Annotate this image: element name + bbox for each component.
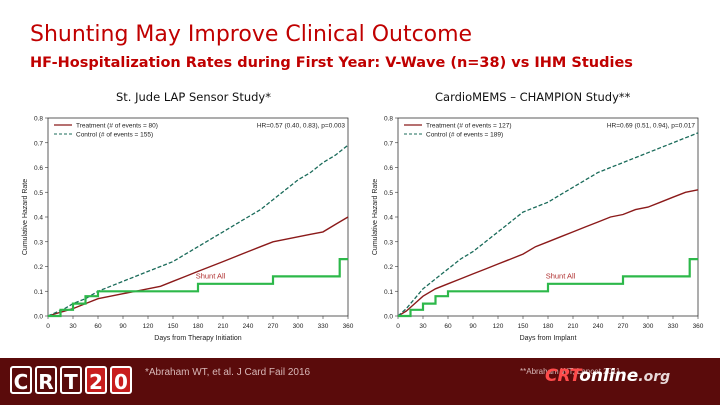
left-legend-control: Control (# of events = 155) [76,132,153,139]
left-ytick-label: 0.6 [34,165,43,172]
right-series-solid [397,189,699,317]
right-ytick-label: 0.8 [384,116,393,123]
left-xtick-label: 210 [218,323,229,330]
right-ytick-label: 0.1 [384,289,393,296]
brand-prefix: CRT [545,366,580,386]
right-xtick-label: 210 [568,323,579,330]
right-xtick-label: 90 [469,323,477,330]
footer-bar: C R T 2 0 *Abraham WT, et al. J Card Fai… [0,358,720,405]
right-chart-title: CardioMEMS – CHAMPION Study** [435,90,631,104]
left-xtick-label: 120 [143,323,154,330]
left-xtick-label: 300 [293,323,304,330]
right-ytick-label: 0.5 [384,190,393,197]
logo-letter-c: C [10,366,32,394]
right-xtick-label: 0 [396,323,400,330]
right-xtick-label: 60 [444,323,452,330]
right-chart: 0 30 60 90 120 150 180 210 240 270 300 330 360 0.0 0.1… [368,106,706,358]
left-series-dashed [47,144,349,317]
slide-title: Shunting May Improve Clinical Outcome [30,22,473,47]
logo-letter-r: R [35,366,57,394]
right-shunt-label: Shunt All [546,271,576,280]
left-ytick-label: 0.1 [34,289,43,296]
left-xtick-label: 150 [168,323,179,330]
right-xtick-label: 30 [419,323,427,330]
left-shunt-label: Shunt All [196,271,226,280]
crtonline-logo: CRTonline.org [545,366,670,386]
right-ytick-label: 0.6 [384,165,393,172]
left-ytick-label: 0.2 [34,264,43,271]
right-ytick-label: 0.7 [384,140,393,147]
right-series-step [398,258,698,318]
right-xtick-label: 120 [493,323,504,330]
left-xtick-label: 180 [193,323,204,330]
left-xtick-label: 330 [318,323,329,330]
brand-tld: .org [638,369,671,385]
right-xtick-label: 330 [668,323,679,330]
left-series-step [48,258,348,318]
left-chart: 0 30 60 90 120 150 180 210 240 270 300 330 360 0.0 0.1… [18,106,356,358]
right-xtick-label: 270 [618,323,629,330]
left-xtick-label: 0 [46,323,50,330]
left-xtick-label: 240 [243,323,254,330]
right-xtick-label: 360 [693,323,704,330]
left-xtick-label: 270 [268,323,279,330]
left-xtick-label: 90 [119,323,127,330]
left-ytick-label: 0.7 [34,140,43,147]
right-ylabel: Cumulative Hazard Rate [372,179,379,255]
crt20-logo: C R T 2 0 [10,366,132,394]
left-xlabel: Days from Therapy Initiation [154,335,242,342]
left-ytick-label: 0.8 [34,116,43,123]
left-hr-annotation: HR=0.57 (0.40, 0.83), p=0.003 [257,123,346,130]
right-hr-annotation: HR=0.69 (0.51, 0.94), p=0.017 [607,123,696,130]
footnote-left: *Abraham WT, et al. J Card Fail 2016 [145,367,311,378]
right-series-dashed [397,132,699,317]
left-legend-treatment: Treatment (# of events = 80) [76,123,158,130]
right-ytick-label: 0.0 [384,314,393,321]
footnote-right: **Abraham WT, Lancet 2011 [520,367,621,376]
right-xtick-label: 150 [518,323,529,330]
left-chart-title: St. Jude LAP Sensor Study* [116,90,271,104]
right-ytick-label: 0.3 [384,239,393,246]
right-ytick-label: 0.2 [384,264,393,271]
left-ytick-label: 0.5 [34,190,43,197]
slide-subtitle: HF-Hospitalization Rates during First Ye… [30,55,633,71]
left-ytick-label: 0.3 [34,239,43,246]
left-xtick-label: 60 [94,323,102,330]
right-xtick-label: 300 [643,323,654,330]
right-xlabel: Days from Implant [520,335,577,342]
logo-digit-2: 2 [85,366,107,394]
left-xtick-label: 30 [69,323,77,330]
left-series-solid [47,216,349,317]
left-ytick-label: 0.0 [34,314,43,321]
logo-letter-t: T [60,366,82,394]
left-ytick-label: 0.4 [34,215,43,222]
right-xtick-label: 180 [543,323,554,330]
right-legend-control: Control (# of events = 189) [426,132,503,139]
left-xtick-label: 360 [343,323,354,330]
logo-digit-0: 0 [110,366,132,394]
brand-suffix: online [579,366,639,386]
right-ytick-label: 0.4 [384,215,393,222]
left-ylabel: Cumulative Hazard Rate [22,179,29,255]
right-xtick-label: 240 [593,323,604,330]
right-legend-treatment: Treatment (# of events = 127) [426,123,512,130]
